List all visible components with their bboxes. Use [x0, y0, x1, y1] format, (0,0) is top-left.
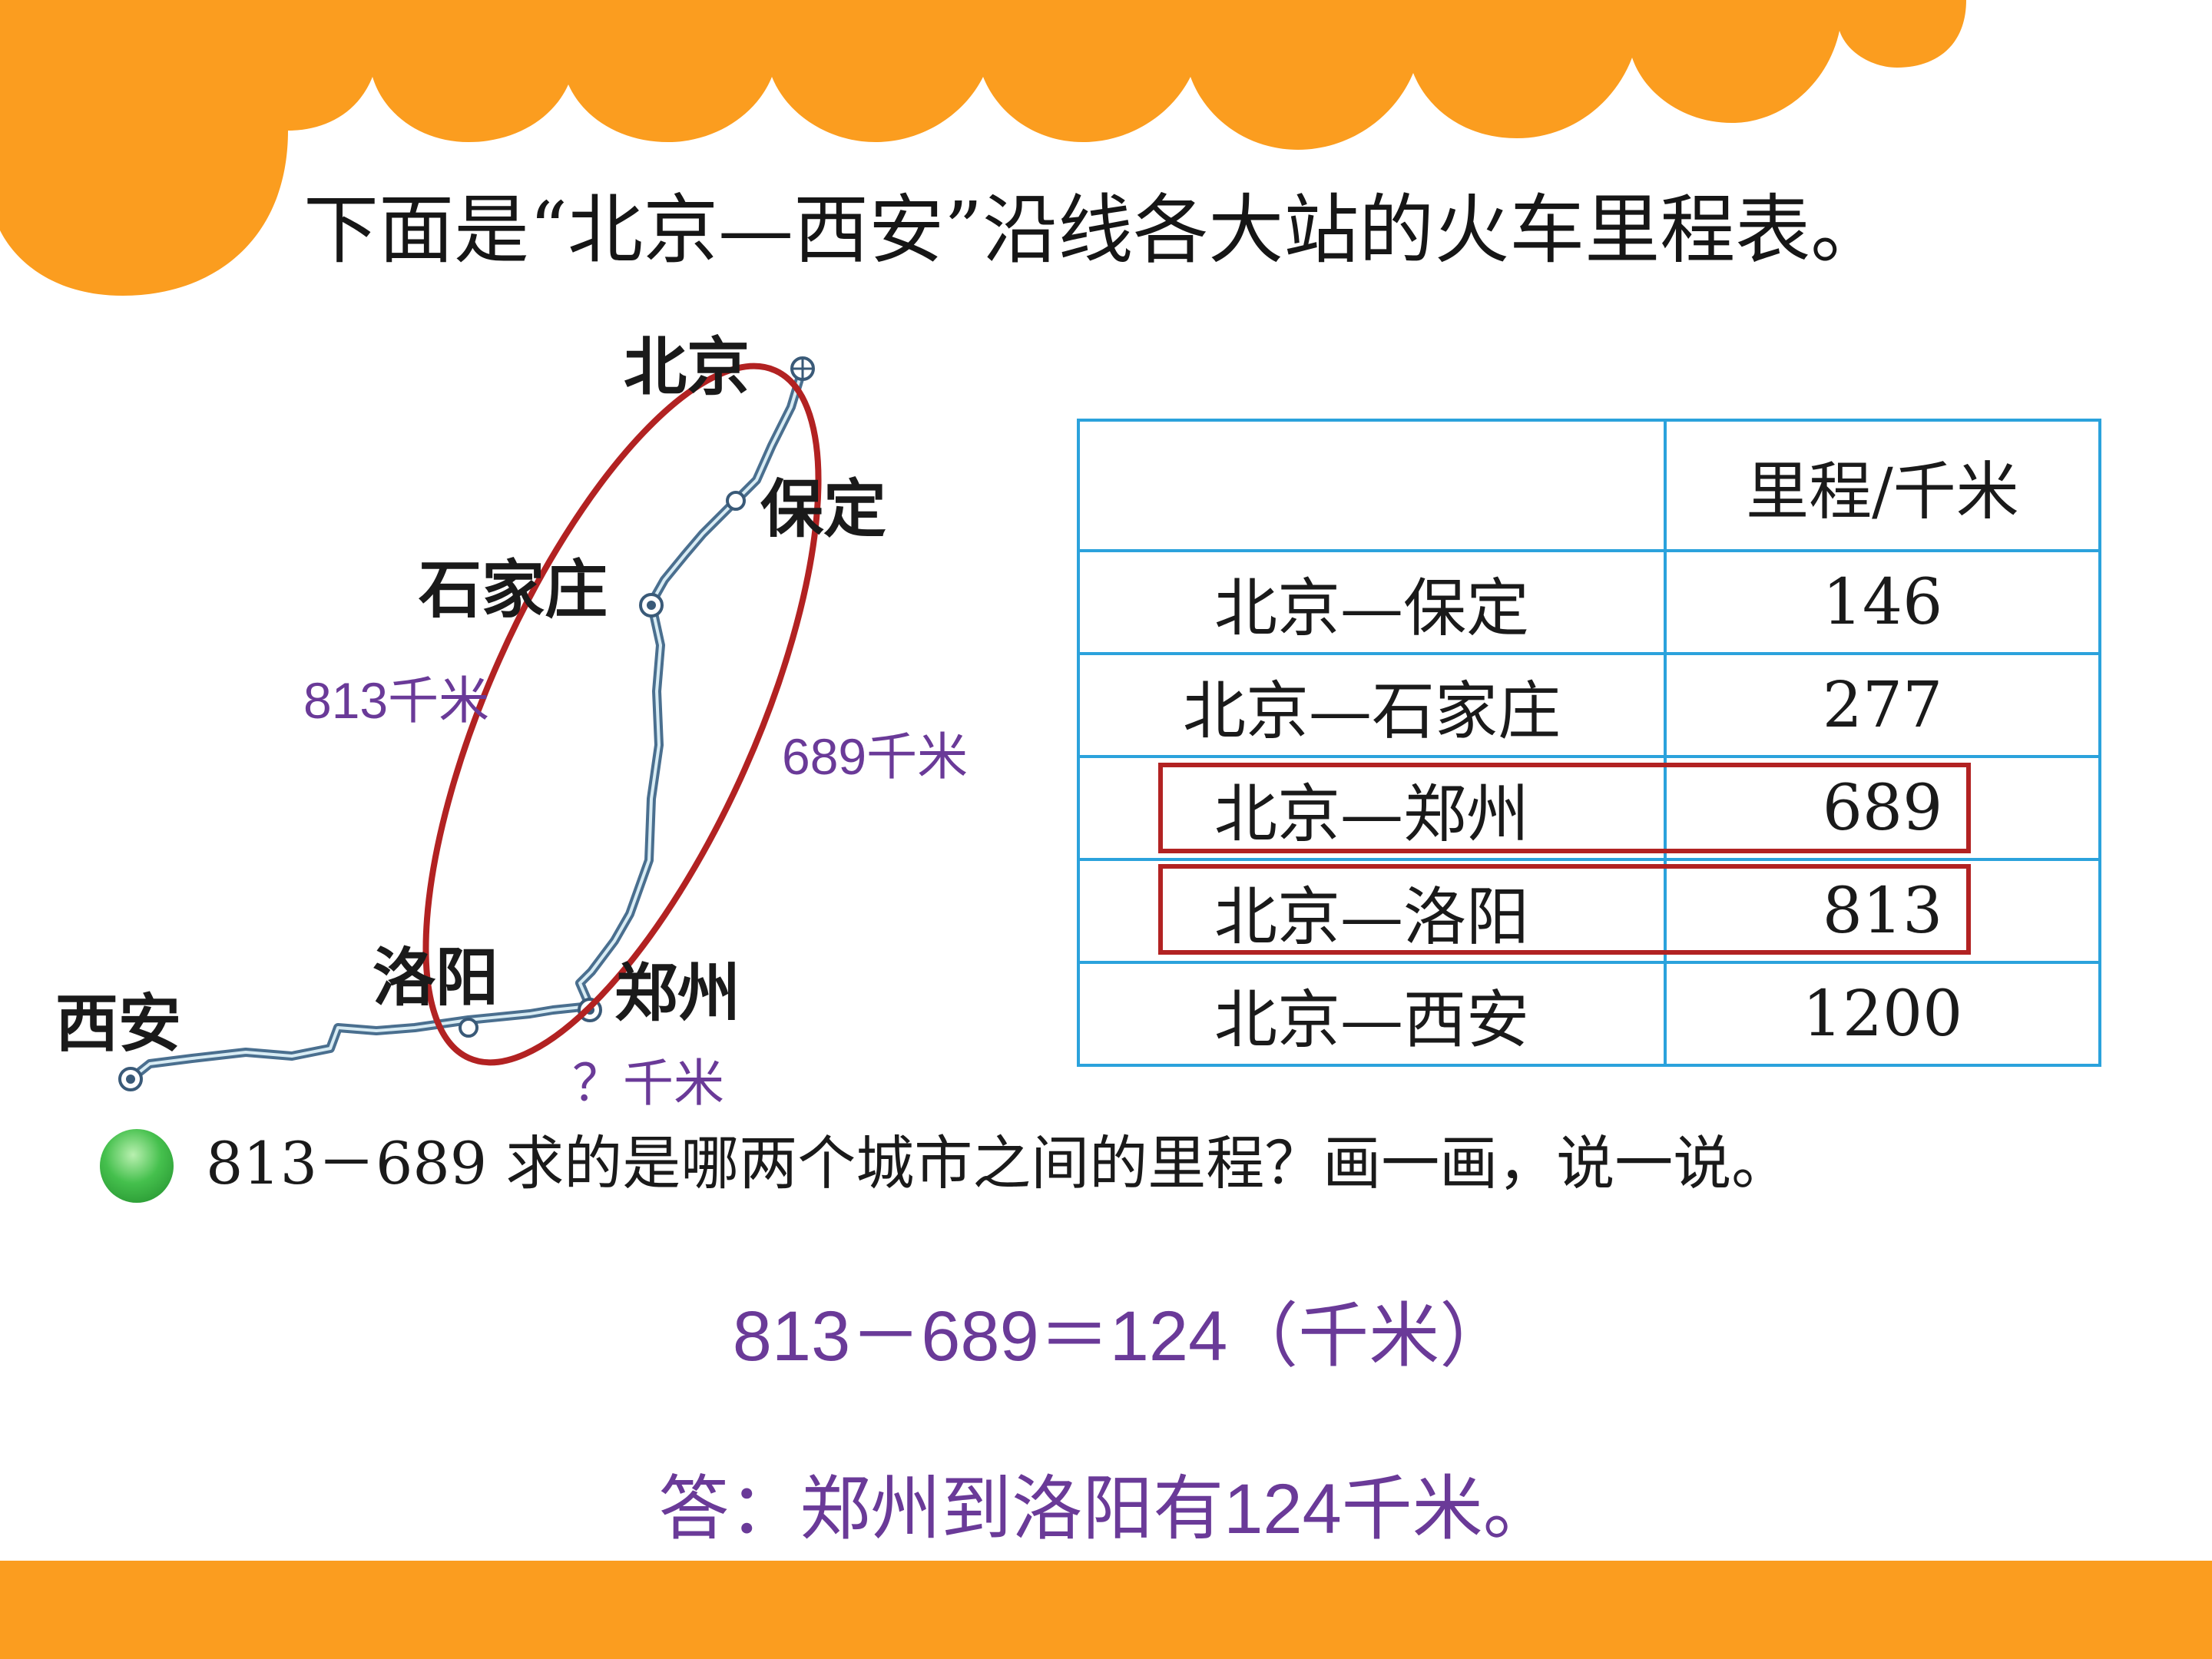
station-xian-marker — [118, 1067, 143, 1091]
city-label-baoding: 保定 — [760, 472, 887, 546]
km-cell: 277 — [1664, 652, 2101, 758]
city-label-beijing: 北京 — [624, 330, 750, 404]
question-text: 813－689 求的是哪两个城市之间的里程？画一画，说一说。 — [206, 1129, 1790, 1197]
station-baoding-marker — [726, 491, 746, 511]
table-row: 北京—郑州 689 — [1077, 755, 2101, 861]
city-label-luoyang: 洛阳 — [373, 941, 499, 1015]
green-bullet-icon — [100, 1129, 174, 1203]
table-row: 北京—保定 146 — [1077, 549, 2101, 655]
highlight-ellipse — [422, 363, 822, 1066]
station-beijing-marker — [790, 356, 815, 381]
km-cell: 1200 — [1664, 961, 2101, 1067]
table-row: 北京—西安 1200 — [1077, 961, 2101, 1067]
table-row: 北京—石家庄 277 — [1077, 652, 2101, 758]
route-cell: 北京—洛阳 — [1077, 858, 1667, 964]
route-cell: 北京—郑州 — [1077, 755, 1667, 861]
row-highlight-luoyang — [1158, 864, 1971, 955]
answer-text: 答：郑州到洛阳有124千米。 — [658, 1470, 1554, 1548]
row-highlight-zhengzhou — [1158, 763, 1971, 853]
city-label-shijiazhuang: 石家庄 — [419, 553, 608, 627]
station-luoyang-marker — [459, 1018, 478, 1038]
city-label-xian: 西安 — [55, 987, 182, 1061]
distance-label-unknown: ？千米 — [572, 1055, 724, 1111]
table-header-cell: 里程/千米 — [1664, 419, 2101, 552]
equation-text: 813－689＝124（千米） — [732, 1297, 1511, 1376]
table-row: 北京—洛阳 813 — [1077, 858, 2101, 964]
route-cell: 北京—石家庄 — [1077, 652, 1667, 758]
city-label-zhengzhou: 郑州 — [614, 956, 741, 1030]
route-map — [118, 356, 822, 1091]
distance-label-813: 813千米 — [303, 672, 490, 729]
top-cloud-decoration — [0, 0, 1966, 296]
bottom-bar — [0, 1561, 2212, 1659]
route-cell: 北京—西安 — [1077, 961, 1667, 1067]
station-shijiazhuang-marker — [639, 593, 664, 618]
km-cell: 689 — [1664, 755, 2101, 861]
km-cell: 813 — [1664, 858, 2101, 964]
table-header-row: 里程/千米 — [1077, 419, 2101, 552]
route-cell: 北京—保定 — [1077, 549, 1667, 655]
mileage-table: 里程/千米 北京—保定 146 北京—石家庄 277 北京—郑州 689 北京—… — [1077, 419, 2101, 1067]
km-cell: 146 — [1664, 549, 2101, 655]
page-title: 下面是“北京—西安”沿线各大站的火车里程表。 — [303, 187, 1886, 274]
table-header-cell — [1077, 419, 1667, 552]
distance-label-689: 689千米 — [782, 728, 969, 785]
